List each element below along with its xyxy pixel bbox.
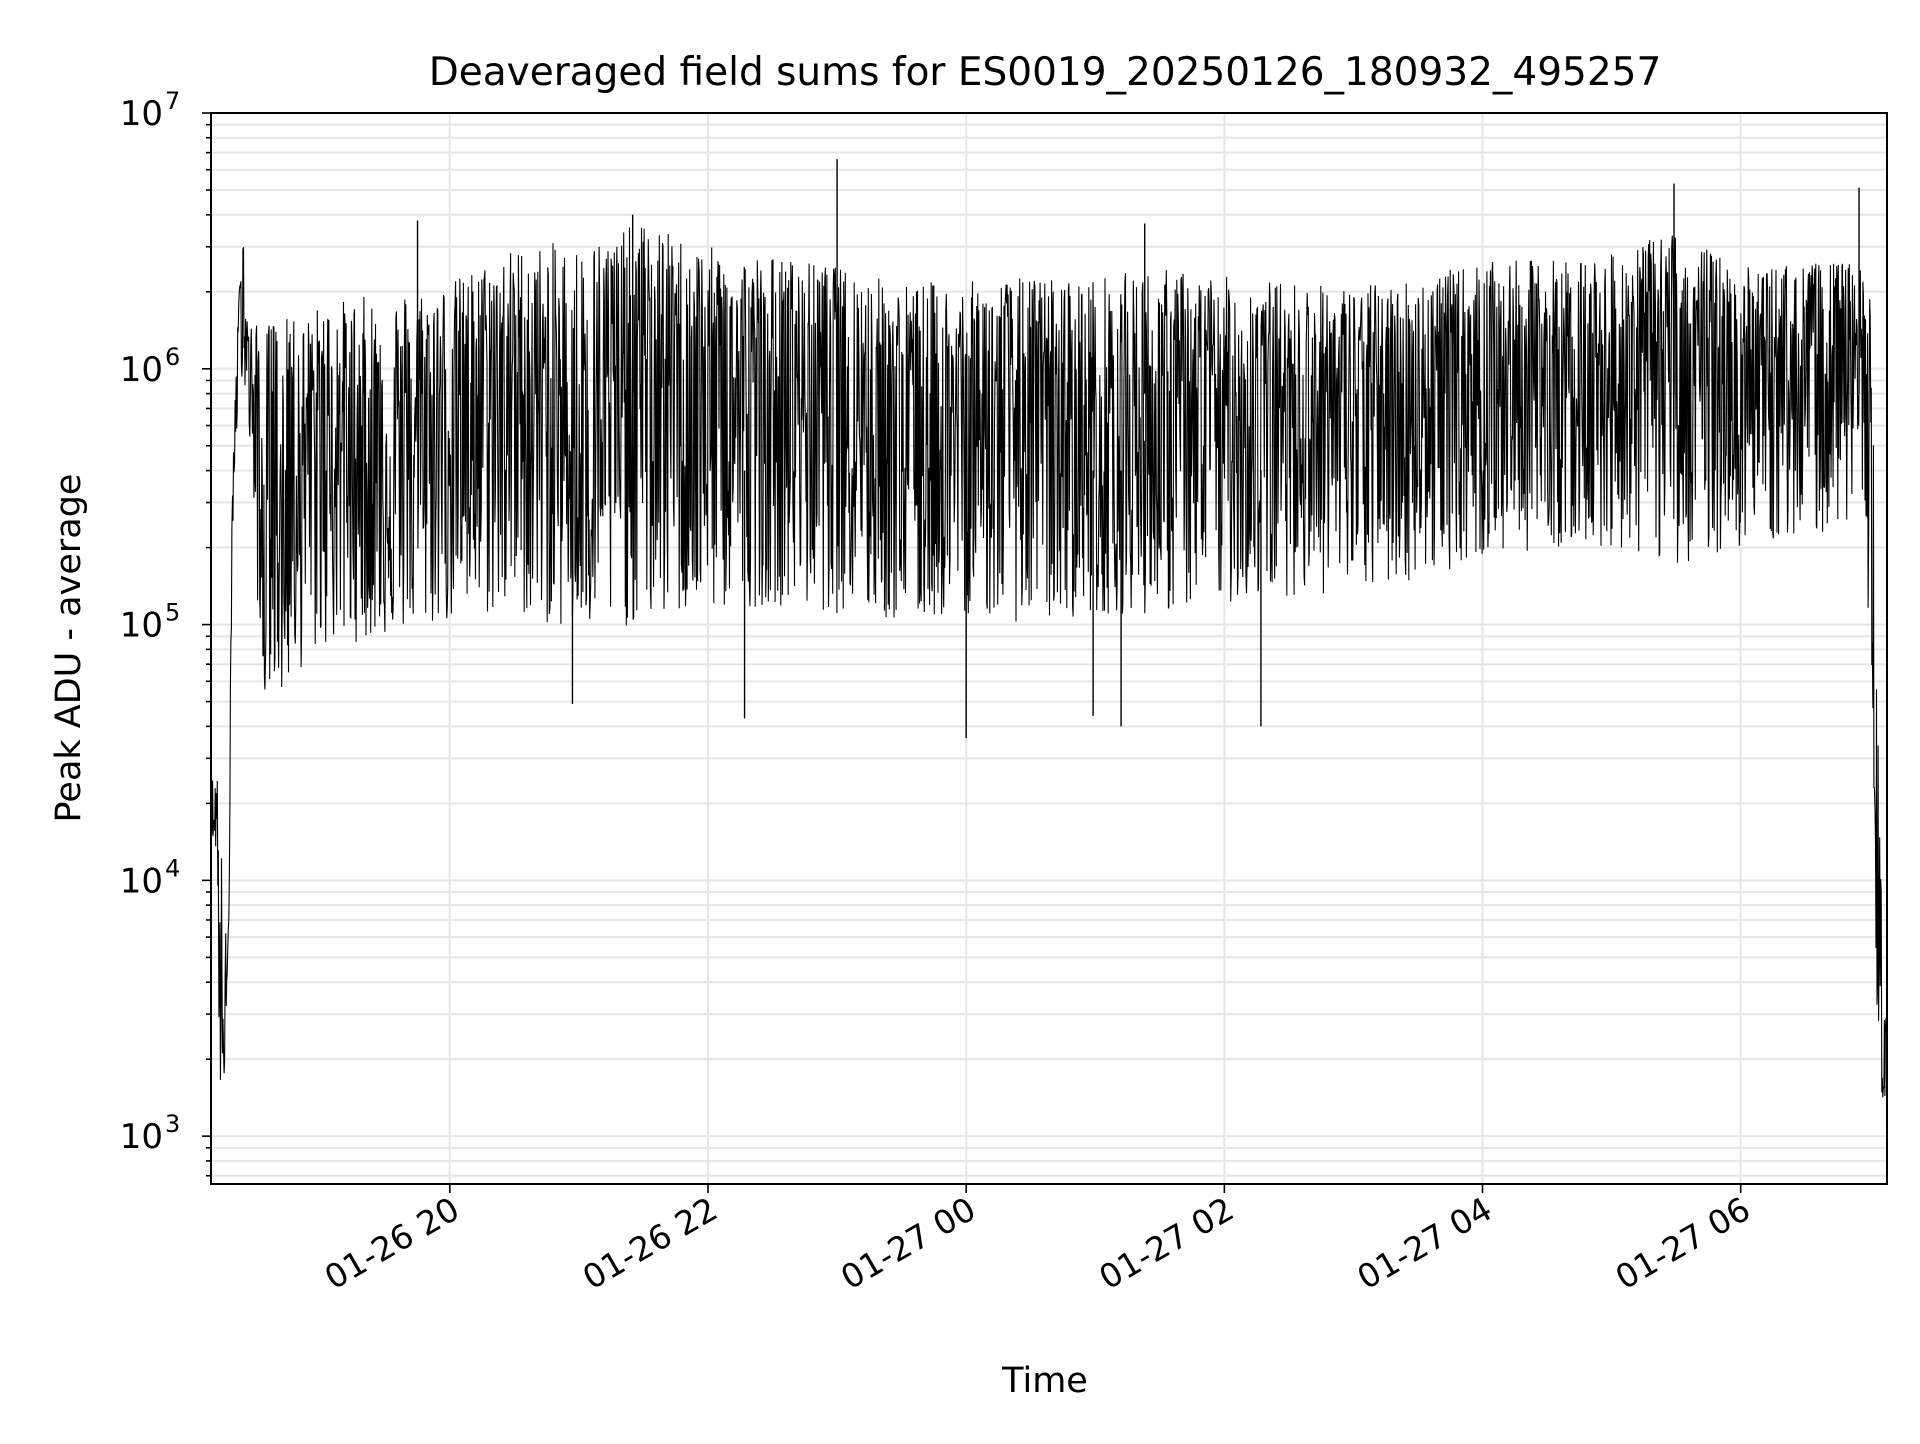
- y-tick-label-exponent: 7: [165, 87, 180, 115]
- grid: [211, 112, 1887, 1184]
- y-tick-label-exponent: 3: [165, 1110, 180, 1138]
- series-layer: [210, 159, 1888, 1108]
- axes-frame: [210, 112, 1888, 1185]
- y-tick-label-exponent: 4: [165, 854, 180, 882]
- data-line: [210, 227, 1888, 1108]
- y-axis-label: Peak ADU - average: [49, 474, 89, 823]
- y-tick-label: 10: [120, 1117, 163, 1157]
- y-tick-label: 10: [120, 350, 163, 390]
- y-tick-label: 10: [120, 606, 163, 646]
- y-tick-label-exponent: 6: [165, 343, 180, 371]
- x-axis-label: Time: [1001, 1361, 1088, 1401]
- y-tick-label-exponent: 5: [165, 599, 180, 627]
- y-tick-label: 10: [120, 861, 163, 901]
- chart-title: Deaveraged field sums for ES0019_2025012…: [429, 50, 1662, 95]
- y-tick-label: 10: [120, 94, 163, 134]
